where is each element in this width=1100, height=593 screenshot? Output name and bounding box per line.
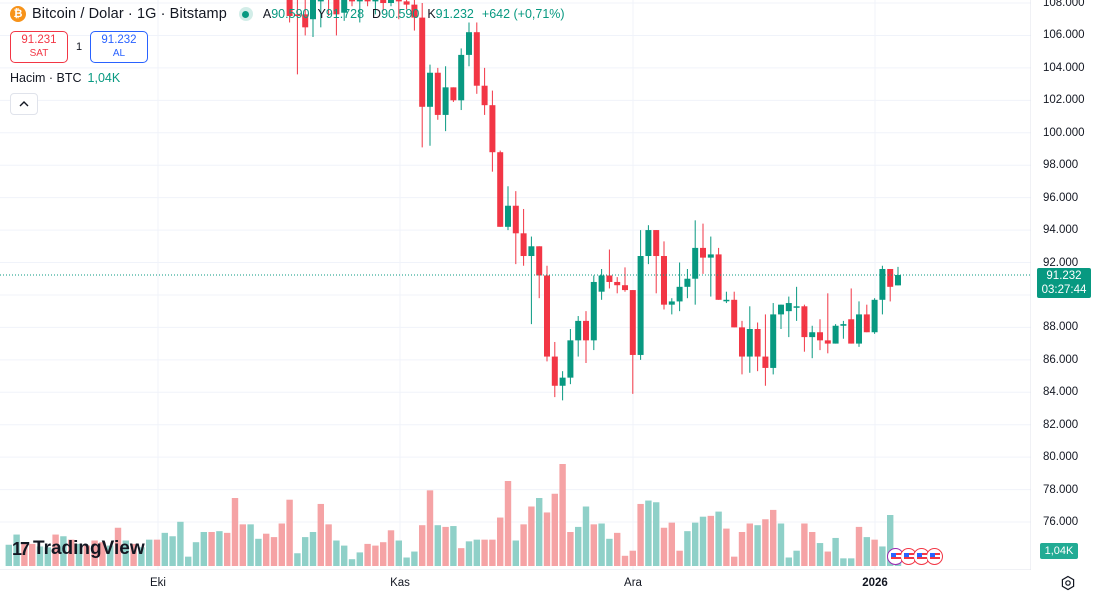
last-price-label: 91.232 03:27:44: [1037, 268, 1091, 298]
price-tick-label: 86.000: [1043, 353, 1079, 366]
price-tick-label: 88.000: [1043, 321, 1079, 334]
price-tick-label: 94.000: [1043, 224, 1079, 237]
price-tick-label: 84.000: [1043, 386, 1079, 399]
tradingview-logo[interactable]: 17 TradingView: [12, 538, 145, 560]
price-chart-canvas[interactable]: [0, 0, 1031, 570]
open-key: A: [262, 7, 272, 21]
chevron-up-icon: [19, 101, 29, 107]
sell-button[interactable]: 91.231 SAT: [10, 31, 68, 63]
bitcoin-icon: ₿: [10, 6, 26, 22]
buy-label: AL: [112, 48, 126, 59]
volume-axis-badge: 1,04K: [1040, 543, 1078, 559]
bar-countdown: 03:27:44: [1041, 284, 1087, 296]
price-tick-label: 98.000: [1043, 159, 1079, 172]
time-tick-label: Kas: [390, 577, 410, 589]
price-tick-label: 102.000: [1043, 94, 1085, 107]
ohlc-values: A90.590 Y91.728 D90.590 K91.232 +642 (+0…: [263, 7, 565, 21]
high-value: 91.728: [325, 7, 365, 21]
us-event-icon[interactable]: [926, 548, 943, 565]
trade-panel: 91.231 SAT 1 91.232 AL: [10, 31, 148, 63]
low-key: D: [372, 7, 382, 21]
low-value: 90.590: [381, 7, 420, 21]
market-open-status-icon: [238, 7, 253, 21]
time-axis[interactable]: Eki Kas Ara 2026: [0, 570, 1031, 593]
us-event-icon[interactable]: [887, 548, 904, 565]
volume-legend[interactable]: Hacim · BTC 1,04K: [10, 71, 120, 85]
time-tick-label: Eki: [150, 577, 166, 589]
buy-price: 91.232: [101, 34, 137, 46]
symbol-legend: ₿ Bitcoin / Dolar · 1G · Bitstamp A90.59…: [10, 6, 565, 22]
buy-button[interactable]: 91.232 AL: [90, 31, 148, 63]
time-tick-label: Ara: [624, 577, 642, 589]
us-flag-icon: [903, 552, 914, 561]
close-value: 91.232: [435, 7, 474, 21]
sell-label: SAT: [29, 48, 49, 59]
price-tick-label: 96.000: [1043, 191, 1079, 204]
chart-settings-icon[interactable]: [1060, 575, 1076, 591]
us-flag-icon: [890, 552, 901, 561]
price-tick-label: 92.000: [1043, 256, 1079, 269]
economic-events: [887, 548, 943, 565]
last-price-value: 91.232: [1046, 270, 1082, 282]
sell-price: 91.231: [21, 34, 57, 46]
price-tick-label: 82.000: [1043, 418, 1079, 431]
price-tick-label: 76.000: [1043, 516, 1079, 528]
price-tick-label: 78.000: [1043, 483, 1079, 496]
us-flag-icon: [916, 552, 927, 561]
price-tick-label: 80.000: [1043, 451, 1079, 464]
symbol-title[interactable]: Bitcoin / Dolar · 1G · Bitstamp: [32, 6, 227, 22]
open-value: 90.590: [271, 7, 310, 21]
time-tick-label: 2026: [862, 577, 888, 589]
change-value: +642 (+0,71%): [481, 7, 565, 21]
price-tick-label: 108.000: [1043, 0, 1085, 9]
price-tick-label: 106.000: [1043, 29, 1085, 42]
spread-value: 1: [76, 41, 83, 53]
us-event-icon[interactable]: [913, 548, 930, 565]
close-key: K: [427, 7, 436, 21]
price-tick-label: 100.000: [1043, 126, 1085, 139]
volume-value: 1,04K: [87, 71, 121, 85]
volume-label: Hacim · BTC: [10, 71, 82, 85]
price-tick-label: 104.000: [1043, 61, 1085, 74]
tradingview-wordmark: TradingView: [33, 538, 145, 559]
collapse-legend-button[interactable]: [10, 93, 38, 115]
tradingview-mark-icon: 17: [12, 538, 30, 559]
high-key: Y: [317, 7, 326, 21]
us-flag-icon: [929, 552, 940, 561]
